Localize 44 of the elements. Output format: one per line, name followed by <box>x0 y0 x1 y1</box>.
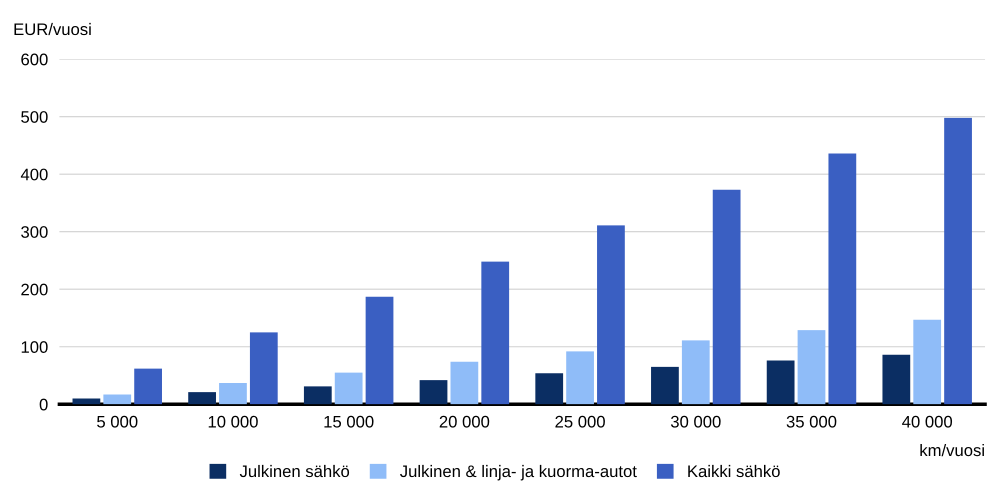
bar <box>712 190 741 404</box>
bar <box>798 330 826 404</box>
legend-label: Julkinen sähkö <box>240 464 350 478</box>
y-tick-label: 400 <box>20 168 48 180</box>
bar <box>481 262 510 404</box>
y-tick-label: 500 <box>21 111 48 123</box>
bar <box>682 340 710 404</box>
x-tick-label: 25 000 <box>555 416 605 428</box>
y-tick-label: 300 <box>21 226 48 238</box>
x-tick-label: 35 000 <box>786 416 836 428</box>
bar <box>134 368 162 404</box>
bar <box>420 380 448 404</box>
bar <box>766 360 795 404</box>
bar <box>944 118 972 404</box>
bar <box>250 332 278 404</box>
y-tick-label: 600 <box>21 54 48 66</box>
x-tick-label: 15 000 <box>324 416 374 428</box>
x-tick-label: 20 000 <box>440 416 490 428</box>
bar <box>103 394 132 404</box>
legend-label: Julkinen & linja- ja kuorma-autot <box>400 464 637 480</box>
y-tick-label: 100 <box>22 341 48 353</box>
bar <box>450 362 478 404</box>
bar <box>304 386 332 404</box>
y-tick-label: 200 <box>21 284 48 296</box>
bar <box>651 366 679 404</box>
x-axis-title: km/vuosi <box>920 444 984 456</box>
bar <box>882 354 910 404</box>
bar <box>566 351 594 404</box>
y-axis-title: EUR/vuosi <box>14 22 91 36</box>
x-tick-label: 5 000 <box>97 416 138 428</box>
bar <box>188 392 216 404</box>
x-tick-label: 30 000 <box>670 416 721 428</box>
bar <box>597 225 625 404</box>
legend-label: Kaikki sähkö <box>688 464 780 478</box>
x-tick-label: 40 000 <box>902 416 952 428</box>
x-tick-label: 10 000 <box>208 416 258 428</box>
bar <box>913 320 942 404</box>
bar <box>219 382 247 404</box>
bar <box>828 153 856 404</box>
bar <box>72 398 100 404</box>
bar <box>334 372 363 404</box>
bar <box>535 373 564 404</box>
y-tick-label: 0 <box>40 398 48 410</box>
bar <box>366 296 394 404</box>
